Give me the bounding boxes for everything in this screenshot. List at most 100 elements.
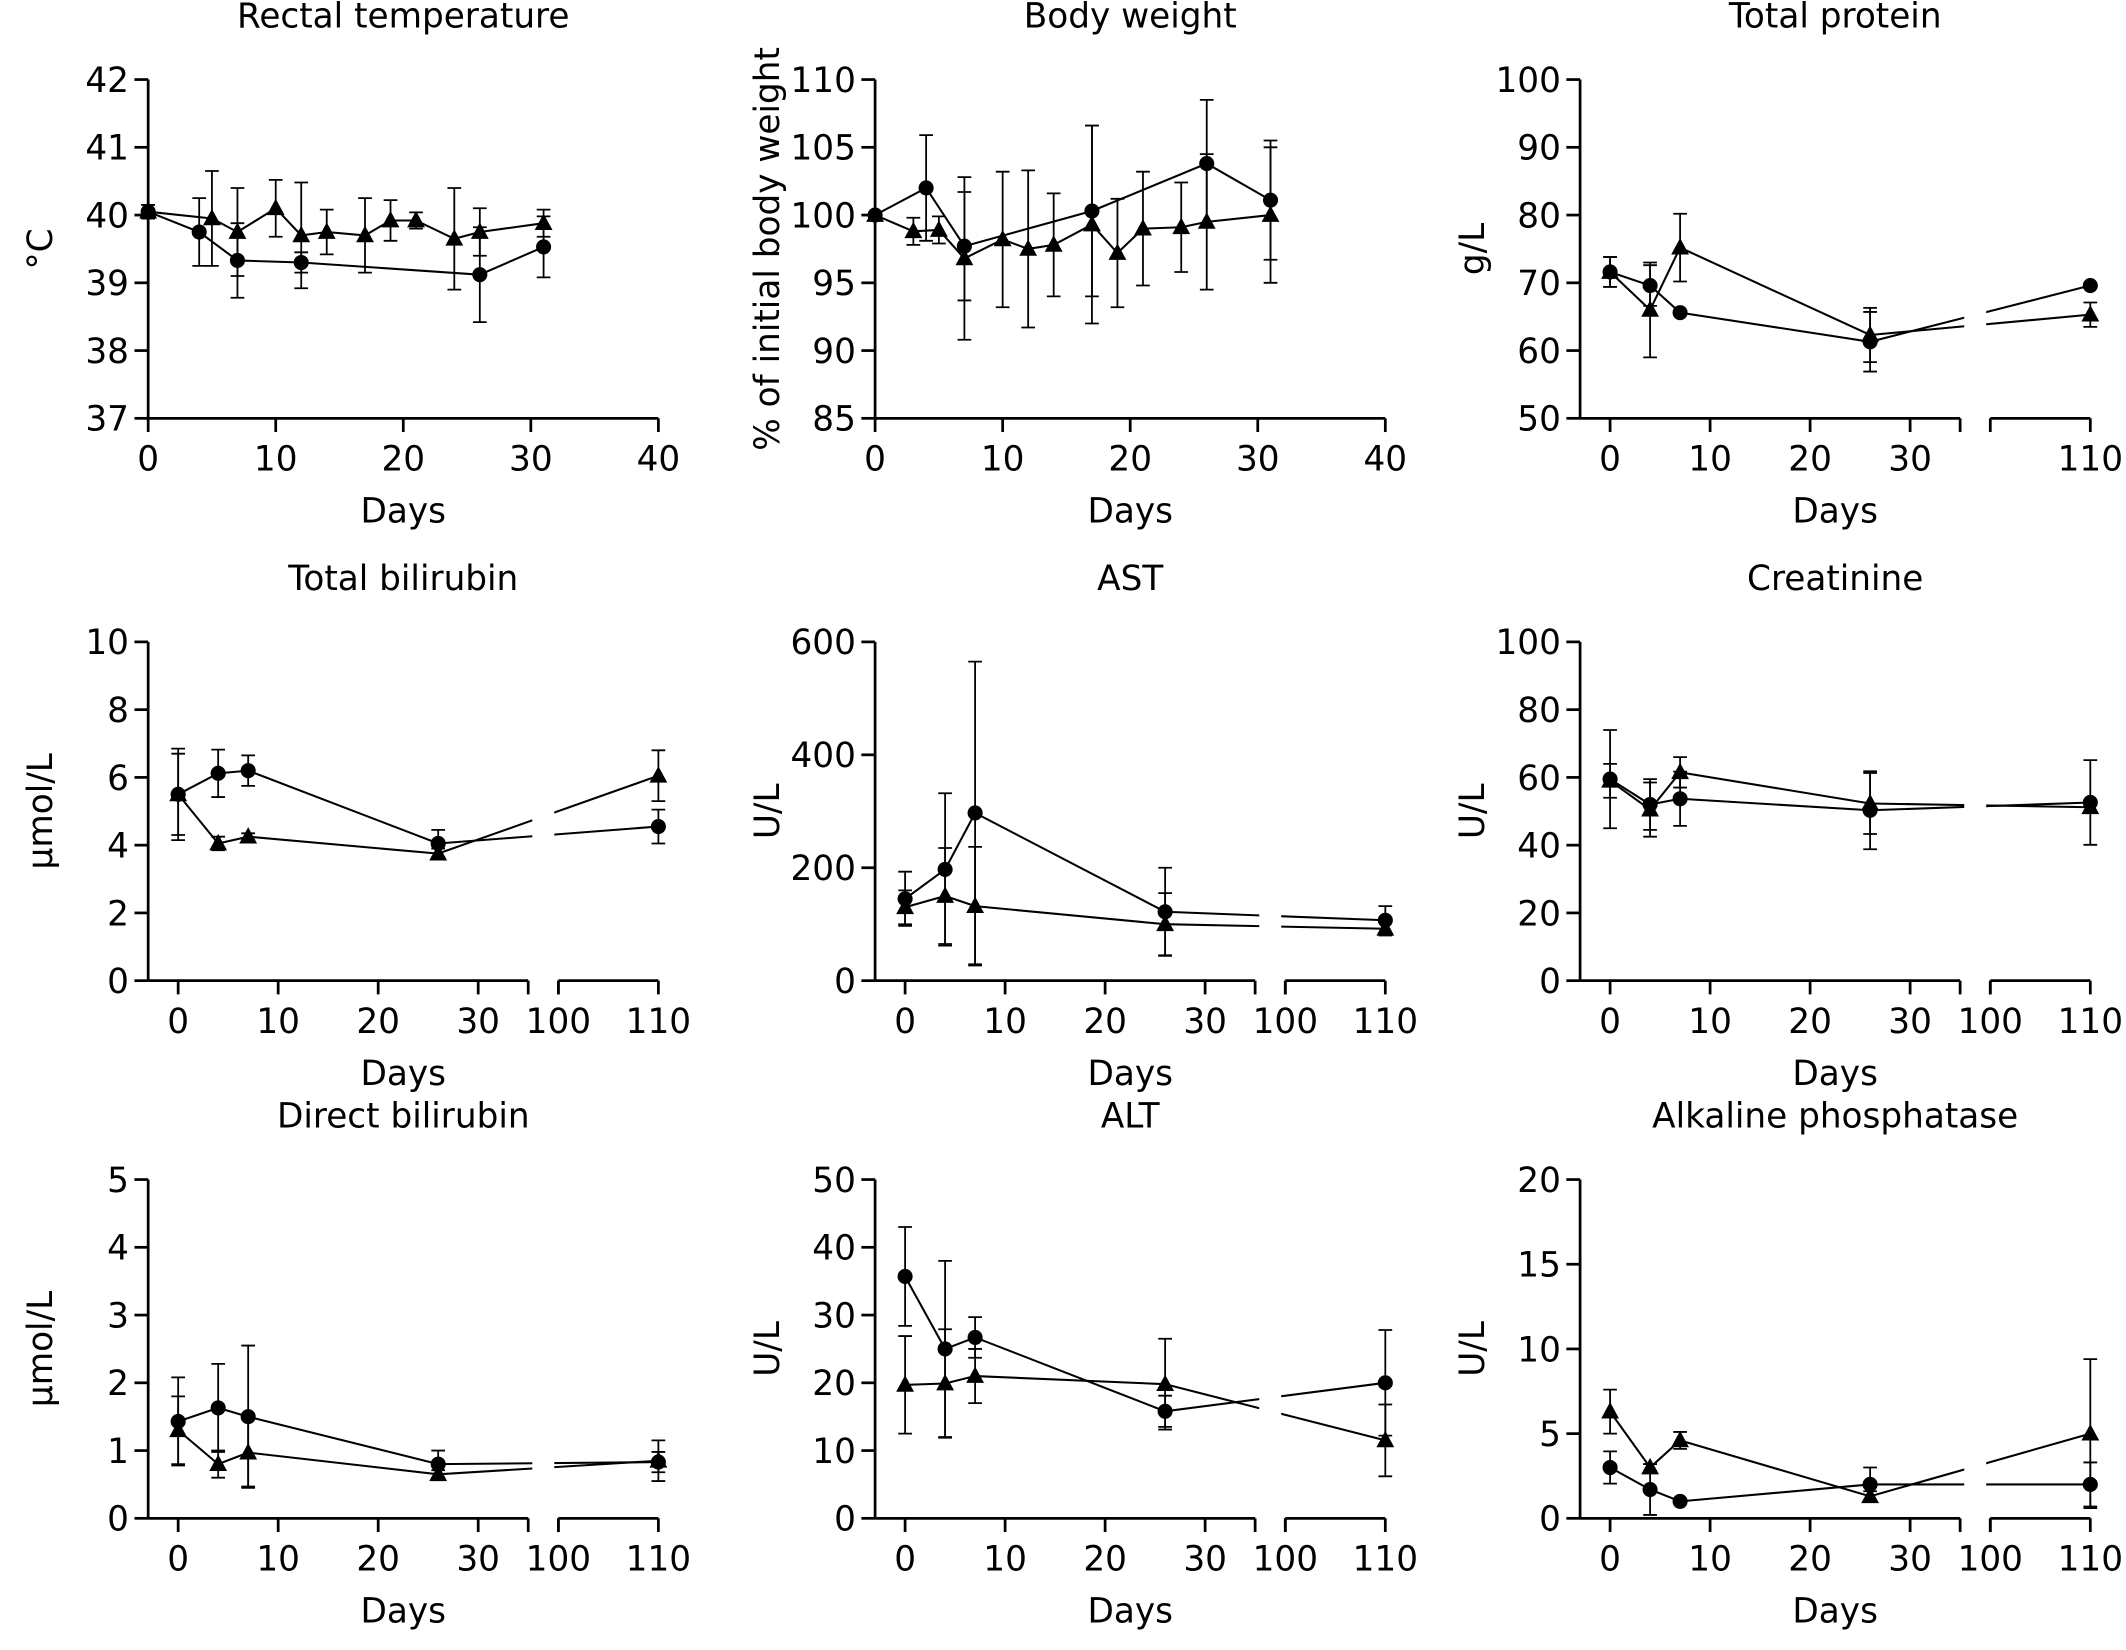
y-tick-label: 90 <box>812 332 856 372</box>
marker <box>356 225 374 243</box>
y-tick-label: 41 <box>85 129 129 169</box>
axis-break-gap <box>1964 72 1987 417</box>
x-tick-label: 100 <box>1253 1539 1318 1579</box>
chart-title: Total protein <box>1728 0 1942 36</box>
marker <box>1861 793 1880 811</box>
marker <box>169 784 188 802</box>
x-tick-label: 110 <box>2058 1539 2123 1579</box>
y-tick-label: 20 <box>812 1364 856 1404</box>
y-tick-label: 4 <box>107 827 129 867</box>
x-tick-label: 0 <box>167 1002 189 1042</box>
y-tick-label: 40 <box>85 196 129 236</box>
marker <box>1672 1493 1688 1509</box>
x-tick-label: 0 <box>864 439 886 479</box>
y-tick-label: 20 <box>1517 1161 1561 1201</box>
marker <box>472 267 488 283</box>
y-tick-label: 100 <box>790 196 855 236</box>
marker <box>430 1456 446 1472</box>
marker <box>191 224 207 240</box>
x-tick-label: 30 <box>1888 1539 1932 1579</box>
y-tick-label: 5 <box>1539 1415 1561 1455</box>
y-tick-label: 90 <box>1517 129 1561 169</box>
chart-title: Total bilirubin <box>287 559 518 599</box>
x-tick-label: 20 <box>356 1002 400 1042</box>
y-tick-label: 37 <box>85 400 129 440</box>
marker <box>430 835 446 852</box>
x-tick-label: 30 <box>456 1539 500 1579</box>
y-tick-label: 80 <box>1517 691 1561 731</box>
marker <box>967 1329 983 1345</box>
marker <box>240 1409 256 1425</box>
marker <box>1156 1374 1175 1392</box>
x-tick-label: 20 <box>1788 1539 1832 1579</box>
series-line <box>905 1375 1386 1442</box>
marker <box>1197 212 1216 229</box>
y-tick-label: 0 <box>1539 1500 1561 1540</box>
marker <box>228 222 247 239</box>
x-tick-label: 110 <box>2058 439 2123 479</box>
marker <box>1672 791 1688 807</box>
marker <box>407 210 425 228</box>
y-tick-label: 6 <box>107 759 129 799</box>
marker <box>1861 325 1880 342</box>
marker <box>896 1375 915 1392</box>
marker <box>429 1464 448 1482</box>
chart-title: Body weight <box>1024 0 1237 36</box>
marker <box>169 1420 188 1438</box>
marker <box>1601 771 1620 788</box>
x-axis-label: Days <box>361 1592 447 1632</box>
y-axis-label: U/L <box>1453 783 1493 839</box>
y-tick-label: 100 <box>1495 623 1560 663</box>
x-tick-label: 20 <box>1108 439 1152 479</box>
x-tick-label: 0 <box>1599 439 1621 479</box>
x-tick-label: 30 <box>1236 439 1280 479</box>
x-tick-label: 100 <box>526 1002 591 1042</box>
x-tick-label: 10 <box>256 1539 300 1579</box>
marker <box>918 180 934 196</box>
marker <box>649 766 668 783</box>
marker <box>239 827 258 844</box>
marker <box>292 225 311 243</box>
x-tick-label: 20 <box>381 439 425 479</box>
marker <box>1602 1459 1618 1476</box>
marker <box>936 886 955 903</box>
x-tick-label: 40 <box>1364 439 1408 479</box>
x-tick-label: 40 <box>637 439 681 479</box>
x-tick-label: 30 <box>456 1002 500 1042</box>
x-tick-label: 20 <box>1083 1539 1127 1579</box>
x-tick-label: 20 <box>356 1539 400 1579</box>
marker <box>1861 1486 1880 1504</box>
y-tick-label: 38 <box>85 332 129 372</box>
marker <box>1019 239 1038 256</box>
y-tick-label: 100 <box>1495 61 1560 101</box>
marker <box>266 198 285 216</box>
x-tick-label: 30 <box>1888 439 1932 479</box>
marker <box>534 213 553 231</box>
x-tick-label: 10 <box>256 1002 300 1042</box>
y-tick-label: 4 <box>107 1229 129 1269</box>
y-tick-label: 70 <box>1517 264 1561 304</box>
y-axis-label: μmol/L <box>21 753 61 869</box>
y-tick-label: 0 <box>107 962 129 1002</box>
y-tick-label: 60 <box>1517 332 1561 372</box>
y-tick-label: 30 <box>812 1296 856 1336</box>
marker <box>955 248 974 266</box>
chart-title: Direct bilirubin <box>277 1096 530 1136</box>
y-tick-label: 40 <box>1517 827 1561 867</box>
x-axis-label: Days <box>1792 1054 1878 1094</box>
y-tick-label: 60 <box>1517 759 1561 799</box>
marker <box>209 833 228 851</box>
x-tick-label: 20 <box>1788 439 1832 479</box>
y-tick-label: 15 <box>1517 1246 1561 1286</box>
y-tick-label: 95 <box>812 264 856 304</box>
y-tick-label: 0 <box>834 962 856 1002</box>
marker <box>650 818 666 835</box>
x-tick-label: 10 <box>983 1002 1027 1042</box>
marker <box>536 239 552 255</box>
y-axis-label: U/L <box>748 783 788 839</box>
y-tick-label: 1 <box>107 1432 129 1472</box>
x-tick-label: 110 <box>1353 1539 1418 1579</box>
marker <box>1377 1375 1393 1391</box>
